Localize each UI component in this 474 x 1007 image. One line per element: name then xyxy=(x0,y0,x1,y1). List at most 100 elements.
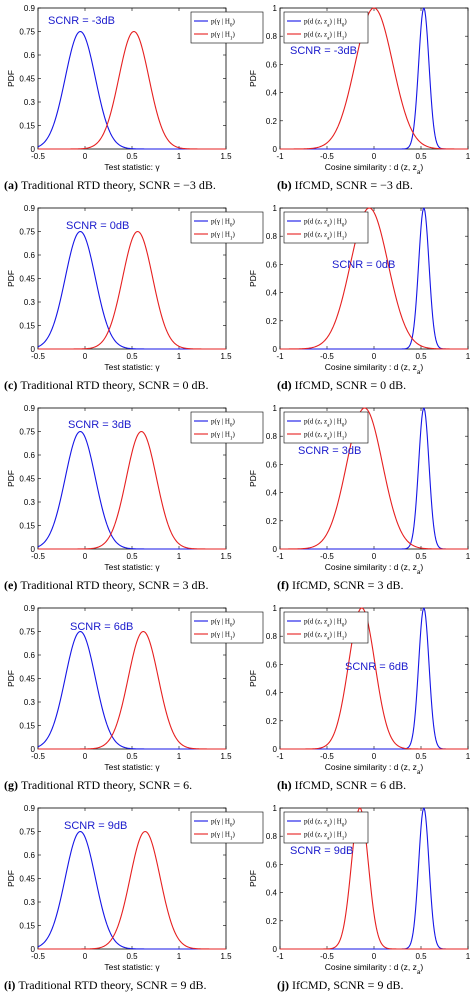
series-line-h0 xyxy=(37,430,226,550)
legend-label: p(γ | H1) xyxy=(211,431,236,442)
y-tick-label: 0.6 xyxy=(266,660,278,669)
y-tick-label: 0 xyxy=(31,345,36,354)
y-axis-label: PDF xyxy=(248,470,258,487)
series-line-h1 xyxy=(38,430,226,550)
legend-label: p(d (z, za) | H1) xyxy=(304,231,347,242)
legend-box xyxy=(190,811,264,844)
y-tick-label: 0.9 xyxy=(24,204,36,213)
x-tick-label: 1.5 xyxy=(220,152,232,161)
y-tick-label: 0 xyxy=(31,545,36,554)
x-tick-label: 0.5 xyxy=(415,752,427,761)
x-tick-label: 0.5 xyxy=(126,552,138,561)
y-tick-label: 0.3 xyxy=(24,498,36,507)
x-tick-label: -1 xyxy=(276,552,284,561)
x-tick-label: 0 xyxy=(372,352,377,361)
x-tick-label: -1 xyxy=(276,152,284,161)
x-tick-label: 0 xyxy=(372,952,377,961)
y-tick-label: 0.9 xyxy=(24,404,36,413)
x-tick-label: 1.5 xyxy=(220,952,232,961)
y-tick-label: 0.6 xyxy=(24,851,36,860)
y-tick-label: 0 xyxy=(273,745,278,754)
legend-box xyxy=(190,611,264,644)
y-tick-label: 0.45 xyxy=(19,275,35,284)
series-line-h1 xyxy=(280,207,468,350)
x-tick-label: -0.5 xyxy=(320,552,334,561)
x-tick-label: 0.5 xyxy=(415,352,427,361)
x-tick-label: 1 xyxy=(466,752,471,761)
y-axis-label: PDF xyxy=(248,870,258,887)
y-tick-label: 0.3 xyxy=(24,98,36,107)
y-tick-label: 0.8 xyxy=(266,32,278,41)
x-tick-label: 0.5 xyxy=(126,952,138,961)
y-tick-label: 0.6 xyxy=(266,60,278,69)
series-line-h0 xyxy=(37,230,226,350)
caption-i: (i) Traditional RTD theory, SCNR = 9 dB. xyxy=(4,978,207,992)
legend-box xyxy=(283,411,369,444)
x-tick-label: -0.5 xyxy=(31,952,45,961)
x-tick-label: 0.5 xyxy=(415,952,427,961)
y-axis-label: PDF xyxy=(6,70,16,87)
y-axis-label: PDF xyxy=(248,670,258,687)
caption-h: (h) IfCMD, SCNR = 6 dB. xyxy=(277,778,406,792)
panel-f: -1 -0.5 0 0.5 1 0 0.2 0.4 0.6 0.8 1 Cosine similari… xyxy=(248,404,471,576)
y-tick-label: 0.45 xyxy=(19,75,35,84)
x-axis-label: Cosine similarity : d (z, za) xyxy=(325,562,424,576)
y-tick-label: 0.8 xyxy=(266,232,278,241)
x-tick-label: 1 xyxy=(177,552,182,561)
y-tick-label: 0 xyxy=(273,145,278,154)
y-tick-label: 0.2 xyxy=(266,917,278,926)
y-tick-label: 0.45 xyxy=(19,475,35,484)
y-tick-label: 0.75 xyxy=(19,628,35,637)
legend-box xyxy=(283,611,369,644)
x-tick-label: -0.5 xyxy=(31,152,45,161)
y-tick-label: 0.3 xyxy=(24,698,36,707)
y-tick-label: 0.6 xyxy=(266,260,278,269)
legend-box xyxy=(283,211,369,244)
x-tick-label: 1.5 xyxy=(220,752,232,761)
x-tick-label: 1 xyxy=(466,352,471,361)
x-tick-label: -0.5 xyxy=(31,752,45,761)
y-tick-label: 0.2 xyxy=(266,117,278,126)
legend-label: p(γ | H0) xyxy=(211,218,236,229)
caption-d: (d) IfCMD, SCNR = 0 dB. xyxy=(277,378,406,392)
x-tick-label: -0.5 xyxy=(31,552,45,561)
legend-label: p(d (z, za) | H0) xyxy=(304,218,347,229)
y-tick-label: 0.75 xyxy=(19,428,35,437)
x-tick-label: 1 xyxy=(177,152,182,161)
y-axis-label: PDF xyxy=(6,470,16,487)
series-line-h0 xyxy=(280,407,468,550)
x-tick-label: -1 xyxy=(276,352,284,361)
series-line-h1 xyxy=(38,830,226,950)
legend-label: p(d (z, za) | H0) xyxy=(304,418,347,429)
y-tick-label: 0.6 xyxy=(24,251,36,260)
y-tick-label: 1 xyxy=(273,404,278,413)
y-tick-label: 0.75 xyxy=(19,828,35,837)
x-tick-label: 0.5 xyxy=(126,352,138,361)
legend-label: p(d (z, za) | H1) xyxy=(304,431,347,442)
y-tick-label: 0.9 xyxy=(24,604,36,613)
y-tick-label: 0.6 xyxy=(24,651,36,660)
y-tick-label: 0.2 xyxy=(266,717,278,726)
legend-label: p(γ | H1) xyxy=(211,31,236,42)
scnr-annotation: SCNR = 3dB xyxy=(298,445,361,457)
x-tick-label: 0 xyxy=(372,752,377,761)
y-tick-label: 0.4 xyxy=(266,89,278,98)
x-tick-label: -1 xyxy=(276,952,284,961)
y-axis-label: PDF xyxy=(248,270,258,287)
series-line-h1 xyxy=(280,807,468,950)
y-tick-label: 0.6 xyxy=(266,460,278,469)
x-axis-label: Cosine similarity : d (z, za) xyxy=(325,762,424,776)
scnr-annotation: SCNR = 6dB xyxy=(345,661,408,673)
x-tick-label: 0.5 xyxy=(415,552,427,561)
y-tick-label: 0.15 xyxy=(19,122,35,131)
x-tick-label: 1.5 xyxy=(220,352,232,361)
caption-c: (c) Traditional RTD theory, SCNR = 0 dB. xyxy=(4,378,209,392)
y-tick-label: 0.45 xyxy=(19,675,35,684)
y-tick-label: 0.45 xyxy=(19,875,35,884)
x-tick-label: -0.5 xyxy=(320,952,334,961)
x-axis-label: Test statistic: γ xyxy=(104,362,160,372)
y-tick-label: 0.2 xyxy=(266,317,278,326)
y-tick-label: 0.4 xyxy=(266,489,278,498)
y-tick-label: 0.6 xyxy=(24,51,36,60)
